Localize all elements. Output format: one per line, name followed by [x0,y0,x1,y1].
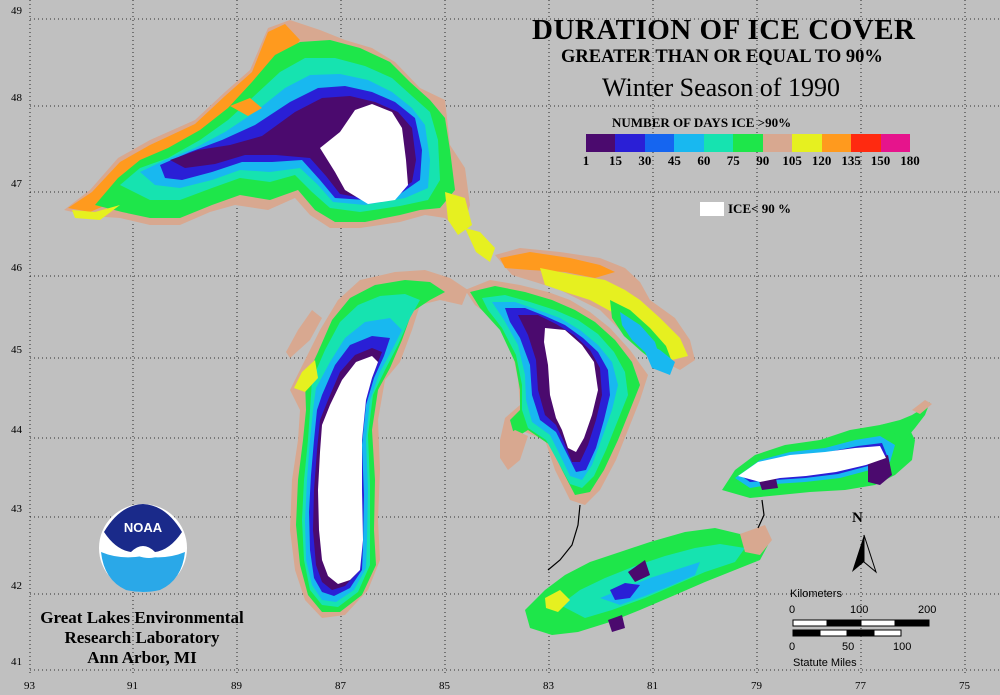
legend-title: NUMBER OF DAYS ICE >90% [612,115,792,130]
legend-tick: 135 [841,153,861,168]
legend-tick: 150 [870,153,891,168]
latitude-label: 49 [11,5,22,17]
lake-erie [525,525,772,635]
legend-swatch [733,134,763,152]
ice-below-label: ICE< 90 % [728,201,792,216]
latitude-label: 44 [11,424,22,436]
legend-tick: 15 [608,153,622,168]
legend-swatch [615,134,645,152]
lake-michigan [286,270,468,618]
legend-tick: 1 [582,153,590,168]
scale-mi-tick-1: 50 [842,641,855,653]
st-clair-river [547,504,581,571]
lake-huron [465,280,675,505]
org-line-1: Great Lakes Environmental [40,608,244,627]
ice-below-swatch [700,202,724,216]
legend-tick: 45 [667,153,681,168]
scale-km-label: Kilometers [790,588,842,600]
scale-km-tick-2: 200 [918,604,937,616]
scale-mi-label: Statute Miles [793,657,857,669]
legend-swatch [674,134,704,152]
noaa-logo-text: NOAA [124,520,163,535]
legend-swatch [880,134,910,152]
org-line-3: Ann Arbor, MI [87,648,197,667]
noaa-logo: NOAA [99,504,187,592]
north-arrow [852,534,878,574]
longitude-label: 93 [24,680,35,692]
longitude-label: 87 [335,680,346,692]
scale-km-tick-0: 0 [789,604,796,616]
legend-swatch [703,134,734,152]
latitude-label: 46 [11,262,22,274]
legend-tick: 60 [697,153,711,168]
legend-tick: 105 [782,153,802,168]
legend-swatch [586,134,616,152]
lake-ontario [722,400,932,498]
legend-tick: 120 [811,153,832,168]
north-label: N [852,510,863,526]
map-title: DURATION OF ICE COVER [532,14,916,46]
org-line-2: Research Laboratory [64,628,220,647]
legend-color-bar [586,134,910,152]
season-label: Winter Season of 1990 [602,73,840,102]
latitude-label: 43 [11,503,22,515]
legend-tick: 75 [726,153,740,168]
scale-mi-tick-0: 0 [789,641,796,653]
latitude-label: 47 [11,178,22,190]
longitude-label: 79 [751,680,762,692]
scale-km-tick-1: 100 [850,604,869,616]
legend-tick: 90 [756,153,770,168]
legend-swatch [792,134,822,152]
latitude-label: 41 [11,656,22,668]
longitude-label: 81 [647,680,658,692]
longitude-label: 77 [855,680,866,692]
latitude-label: 42 [11,580,22,592]
st-marys-river [465,228,495,262]
niagara-river [757,499,765,529]
legend-swatch [821,134,852,152]
legend-tick: 30 [638,153,652,168]
longitude-label: 75 [959,680,970,692]
legend-swatch [851,134,881,152]
legend-tick-labels: 1 15 30 45 60 75 90 105 120 135 150 180 [582,153,926,169]
scale-mi-tick-2: 100 [893,641,912,653]
map-subtitle: GREATER THAN OR EQUAL TO 90% [561,47,883,67]
longitude-label: 85 [439,680,450,692]
scale-bar [792,619,930,637]
ice-below-legend: ICE< 90 % [700,201,791,217]
latitude-label: 45 [11,344,22,356]
legend-tick: 180 [900,153,920,168]
coordinate-grid [29,0,1000,675]
latitude-label: 48 [11,92,22,104]
lake-superior [64,20,472,235]
organization-name: Great Lakes Environmental Research Labor… [22,608,262,668]
longitude-label: 89 [231,680,242,692]
legend-swatch [644,134,675,152]
legend-swatch [762,134,793,152]
longitude-label: 83 [543,680,554,692]
longitude-label: 91 [127,680,138,692]
